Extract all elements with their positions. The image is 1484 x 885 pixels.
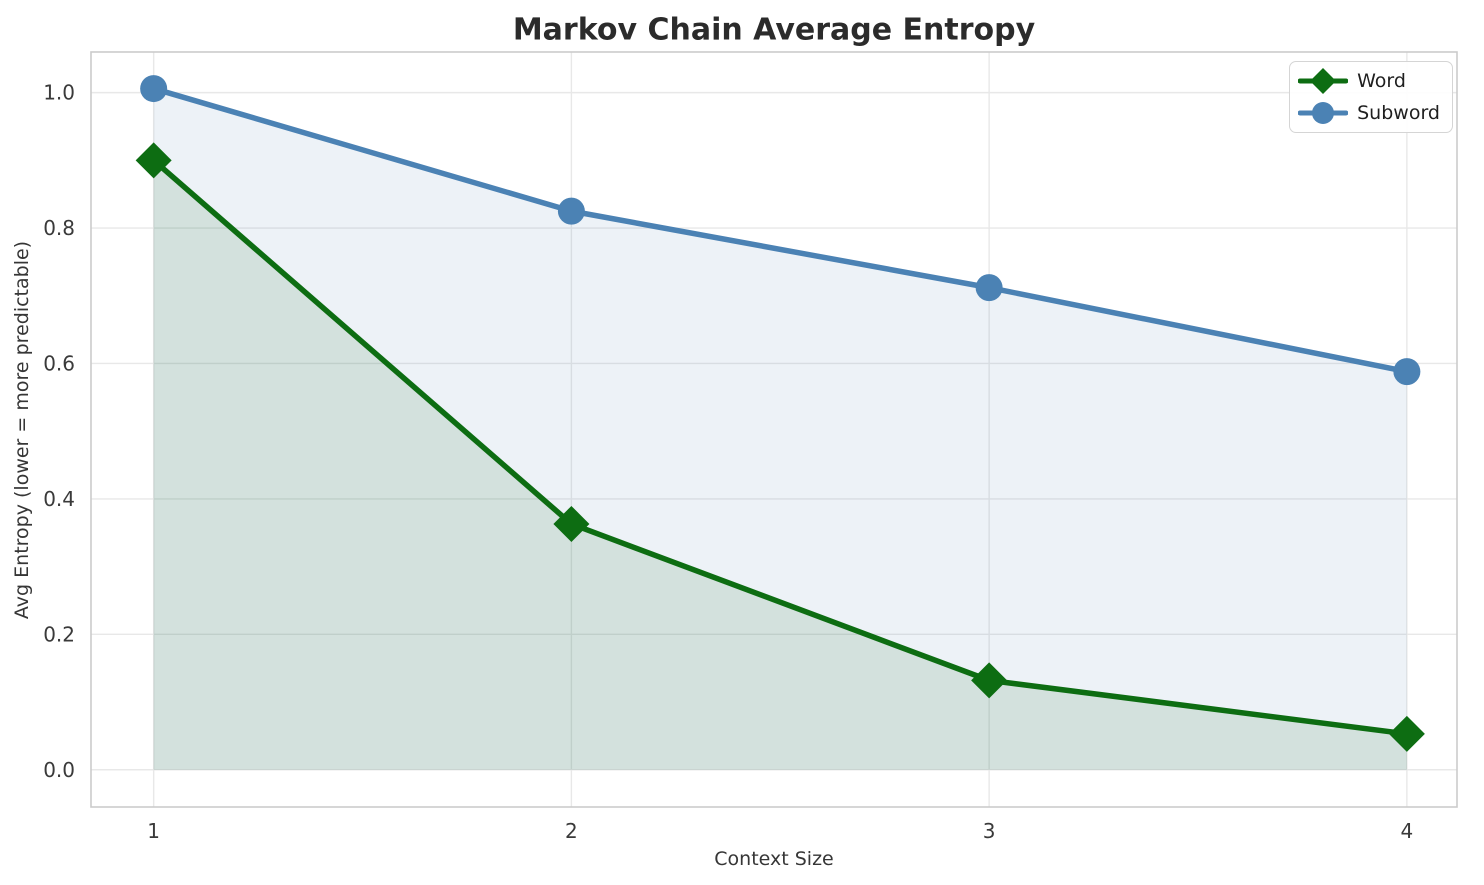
y-tick-label: 0.2	[43, 622, 75, 646]
subword-data-point	[557, 197, 585, 225]
subword-data-point	[975, 274, 1003, 302]
x-axis-label: Context Size	[714, 848, 834, 870]
legend: Word Subword	[1289, 61, 1453, 133]
word-area-fill	[153, 160, 1407, 770]
legend-label: Subword	[1357, 102, 1440, 124]
word-line	[150, 157, 1410, 737]
word-data-point	[1388, 715, 1425, 752]
chart-title: Markov Chain Average Entropy	[512, 12, 1036, 48]
circle-marker-icon	[1298, 102, 1349, 124]
word-data-point	[135, 142, 172, 179]
y-tick-label: 0.4	[43, 487, 75, 511]
legend-item-word: Word	[1298, 65, 1440, 97]
y-tick-label: 1.0	[43, 81, 75, 105]
subword-data-point	[1393, 358, 1421, 386]
subword-data-point	[140, 75, 168, 103]
word-data-point	[553, 505, 590, 542]
y-tick-label: 0.6	[43, 351, 75, 375]
x-tick-label: 1	[147, 819, 160, 843]
subword-line	[150, 85, 1410, 375]
y-tick-label: 0.8	[43, 216, 75, 240]
word-data-point	[971, 662, 1008, 699]
legend-item-subword: Subword	[1298, 97, 1440, 129]
x-tick-label: 2	[565, 819, 578, 843]
x-tick-label: 3	[983, 819, 996, 843]
legend-label: Word	[1357, 70, 1406, 92]
plot-border	[90, 51, 1458, 808]
diamond-marker-icon	[1298, 68, 1349, 94]
x-tick-label: 4	[1401, 819, 1414, 843]
y-tick-label: 0.0	[43, 758, 75, 782]
subword-area-fill	[153, 88, 1407, 770]
